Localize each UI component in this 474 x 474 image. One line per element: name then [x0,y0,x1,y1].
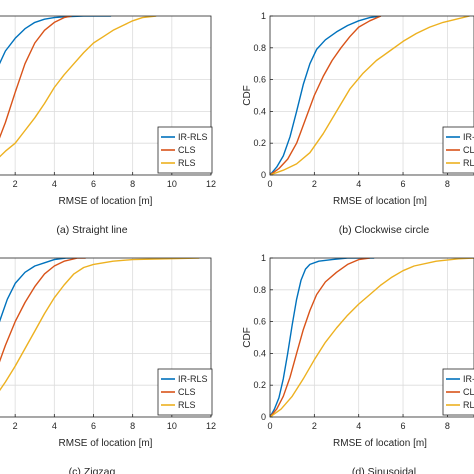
legend-label: IR-RLS [178,132,208,142]
x-tick-label: 6 [91,179,96,189]
y-tick-label: 0.2 [253,380,266,390]
y-tick-label: 0 [261,412,266,422]
legend-label: CLS [463,387,474,397]
chart-panel: 0 2 4 6 8 0 0.2 0.4 0.6 0.8 1 RMSE of location [m] C… [242,253,474,474]
legend-label: CLS [178,387,196,397]
x-tick-label: 8 [445,421,450,431]
series-group [270,258,474,417]
x-axis-label: RMSE of location [m] [333,438,427,449]
plot-area [270,16,474,175]
series-line-rls [270,16,470,175]
series-line-cls [270,16,382,175]
x-tick-label: 10 [167,421,177,431]
x-tick-label: 2 [13,421,18,431]
legend-label: RLS [463,400,474,410]
legend-label: IR-RLS [178,374,208,384]
x-tick-label: 2 [312,179,317,189]
x-tick-label: 0 [267,421,272,431]
x-axis-label: RMSE of location [m] [59,438,153,449]
x-tick-label: 4 [52,421,57,431]
panel-caption: (c) Zigzag [69,466,116,474]
axes-frame [269,257,474,418]
y-tick-label: 0.8 [253,43,266,53]
y-tick-label: 0.4 [253,106,266,116]
x-tick-label: 4 [356,179,361,189]
x-tick-label: 8 [445,179,450,189]
series-line-cls [0,16,73,139]
x-tick-label: 10 [167,179,177,189]
legend: IR-RLS CLS RLS [442,368,474,416]
x-tick-label: 12 [206,179,216,189]
series-line-ir-rls [0,258,74,323]
series-line-rls [270,258,474,417]
x-tick-label: 4 [356,421,361,431]
legend-label: CLS [178,145,196,155]
x-axis-label: RMSE of location [m] [59,196,153,207]
x-tick-label: 2 [312,421,317,431]
legend-label: RLS [178,400,196,410]
y-tick-label: 0.4 [253,348,266,358]
y-tick-label: 1 [261,11,266,21]
legend-label: IR-RLS [463,132,474,142]
x-tick-label: 2 [13,179,18,189]
panel-caption: (a) Straight line [56,224,127,236]
x-tick-label: 0 [267,179,272,189]
y-tick-label: 1 [261,253,266,263]
panel-caption: (d) Sinusoidal [352,466,416,474]
y-tick-label: 0 [261,170,266,180]
y-tick-label: 0.2 [253,138,266,148]
gridlines [270,258,474,417]
y-axis-label: CDF [242,85,253,106]
series-line-rls [0,258,200,392]
x-tick-label: 6 [401,179,406,189]
legend: IR-RLS CLS RLS [157,126,213,174]
series-group [0,258,200,392]
legend-label: CLS [463,145,474,155]
y-tick-label: 0.6 [253,75,266,85]
legend: IR-RLS CLS RLS [157,368,213,416]
x-tick-label: 6 [91,421,96,431]
x-tick-label: 4 [52,179,57,189]
chart-panel: 0 2 4 6 8 0 0.2 0.4 0.6 0.8 1 RMSE of location [m] C… [242,11,474,236]
legend-label: RLS [463,158,474,168]
series-line-ir-rls [270,16,381,175]
series-line-cls [0,258,86,363]
legend: IR-RLS CLS RLS [442,126,474,174]
series-group [0,16,157,158]
chart-panel: 2 4 6 8 10 12 RMSE of location [m] (a) Straight… [0,15,216,236]
chart-panel: 2 4 6 8 10 12 RMSE of location [m] (c) Zigzag IR… [0,257,216,474]
series-group [270,16,470,175]
series-line-cls [270,258,370,417]
x-axis-label: RMSE of location [m] [333,196,427,207]
axes-frame [269,15,474,176]
series-line-ir-rls [270,258,375,417]
x-tick-label: 8 [130,179,135,189]
panel-caption: (b) Clockwise circle [339,224,430,236]
y-tick-label: 0.6 [253,317,266,327]
series-line-ir-rls [0,16,112,65]
x-tick-label: 8 [130,421,135,431]
legend-label: RLS [178,158,196,168]
series-line-rls [0,16,157,158]
x-tick-label: 6 [401,421,406,431]
legend-label: IR-RLS [463,374,474,384]
x-tick-label: 12 [206,421,216,431]
plot-area [270,258,474,417]
y-tick-label: 0.8 [253,285,266,295]
y-axis-label: CDF [242,327,253,348]
